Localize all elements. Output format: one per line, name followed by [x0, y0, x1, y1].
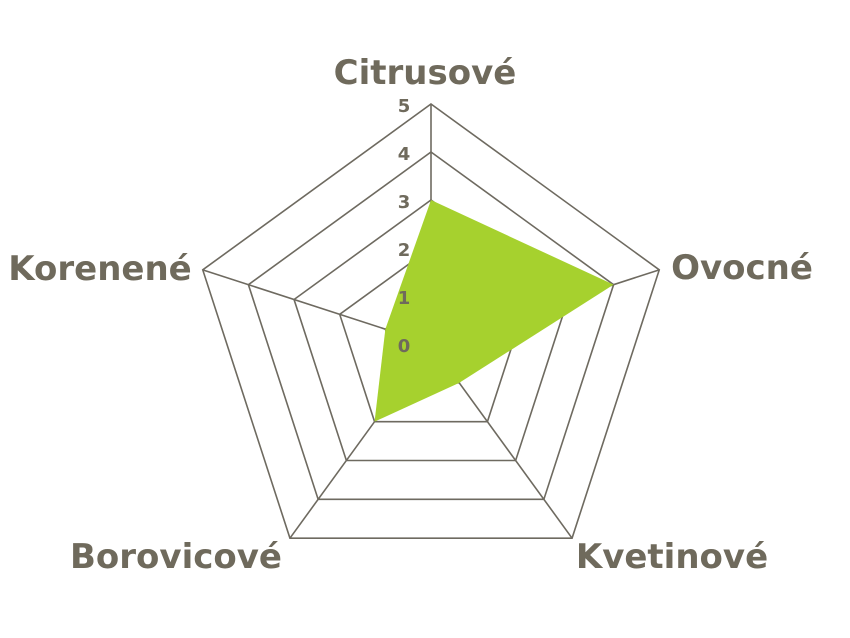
axis-label-citrusove: Citrusové — [334, 53, 517, 93]
data-area-group — [374, 199, 614, 422]
grid-ring-5 — [201, 103, 661, 539]
axis-label-borovicove: Borovicové — [70, 537, 282, 577]
data-area — [374, 200, 614, 422]
tick-labels: 0 1 2 3 4 5 — [398, 96, 411, 357]
axis-label-ovocne: Ovocné — [671, 248, 813, 288]
tick-label-1: 1 — [398, 288, 411, 309]
tick-label-4: 4 — [398, 144, 411, 165]
tick-label-3: 3 — [398, 192, 411, 213]
tick-label-2: 2 — [398, 240, 411, 261]
axis-labels: Citrusové Ovocné Kvetinové Borovicové Ko… — [8, 53, 813, 577]
axis-label-korenene: Korenené — [8, 249, 191, 289]
tick-label-5: 5 — [398, 96, 411, 117]
grid-ring-4 — [247, 151, 615, 501]
axis-label-kvetinove: Kvetinové — [576, 537, 768, 577]
tick-label-0: 0 — [398, 336, 411, 357]
